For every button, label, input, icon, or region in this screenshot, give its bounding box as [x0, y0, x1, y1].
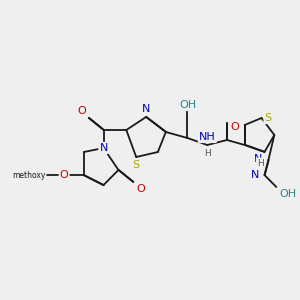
- Text: OH: OH: [279, 189, 296, 199]
- Text: N: N: [254, 154, 262, 164]
- Text: H: H: [204, 149, 211, 158]
- Text: S: S: [133, 160, 140, 170]
- Text: N: N: [251, 170, 260, 180]
- Text: N: N: [142, 104, 150, 114]
- Text: methoxy: methoxy: [12, 170, 45, 179]
- Text: NH: NH: [199, 132, 216, 142]
- Text: OH: OH: [179, 100, 196, 110]
- Text: O: O: [60, 170, 68, 180]
- Text: O: O: [77, 106, 86, 116]
- Text: O: O: [230, 122, 239, 132]
- Text: S: S: [265, 113, 272, 123]
- Text: N: N: [99, 143, 108, 153]
- Text: O: O: [136, 184, 145, 194]
- Text: H: H: [257, 158, 263, 167]
